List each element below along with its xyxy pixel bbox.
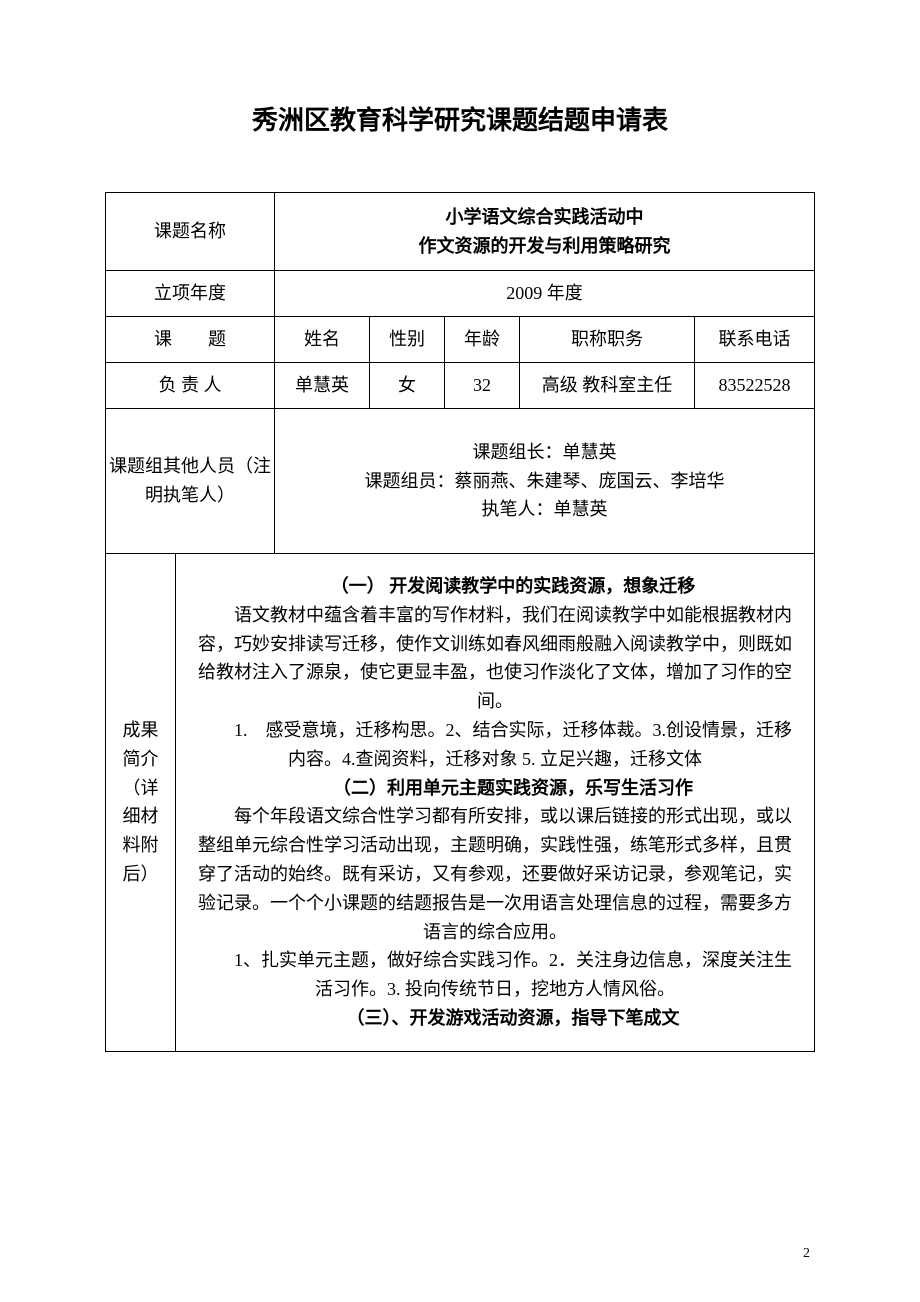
label-leader-2: 负 责 人 <box>106 363 275 409</box>
summary-s1-p1: 语文教材中蕴含着丰富的写作材料，我们在阅读教学中如能根据教材内容，巧妙安排读写迁… <box>192 601 798 716</box>
summary-s1-title: （一） 开发阅读教学中的实践资源，想象迁移 <box>192 572 798 601</box>
value-leader-name: 单慧英 <box>275 363 370 409</box>
value-topic-name: 小学语文综合实践活动中 作文资源的开发与利用策略研究 <box>275 193 815 271</box>
value-summary: （一） 开发阅读教学中的实践资源，想象迁移 语文教材中蕴含着丰富的写作材料，我们… <box>176 554 815 1052</box>
value-leader-age: 32 <box>445 363 520 409</box>
summary-s2-p1: 每个年段语文综合性学习都有所安排，或以课后链接的形式出现，或以整组单元综合性学习… <box>192 802 798 946</box>
value-leader-phone: 83522528 <box>695 363 815 409</box>
header-name: 姓名 <box>275 317 370 363</box>
header-phone: 联系电话 <box>695 317 815 363</box>
row-leader-values: 负 责 人 单慧英 女 32 高级 教科室主任 83522528 <box>106 363 815 409</box>
label-other-members: 课题组其他人员（注明执笔人） <box>106 409 275 554</box>
summary-s2-p2: 1、扎实单元主题，做好综合实践习作。2．关注身边信息，深度关注生活习作。3. 投… <box>192 946 798 1004</box>
members-writer: 执笔人：单慧英 <box>287 495 802 524</box>
row-topic-name: 课题名称 小学语文综合实践活动中 作文资源的开发与利用策略研究 <box>106 193 815 271</box>
row-summary: 成果简介（详细材料附后） （一） 开发阅读教学中的实践资源，想象迁移 语文教材中… <box>106 554 815 1052</box>
members-list: 课题组员：蔡丽燕、朱建琴、庞国云、李培华 <box>287 467 802 496</box>
value-other-members: 课题组长：单慧英 课题组员：蔡丽燕、朱建琴、庞国云、李培华 执笔人：单慧英 <box>275 409 815 554</box>
label-topic-name: 课题名称 <box>106 193 275 271</box>
value-approval-year: 2009 年度 <box>275 271 815 317</box>
label-leader-1: 课 题 <box>106 317 275 363</box>
label-approval-year: 立项年度 <box>106 271 275 317</box>
summary-s3-title: （三）、开发游戏活动资源，指导下笔成文 <box>192 1004 798 1033</box>
value-leader-title: 高级 教科室主任 <box>520 363 695 409</box>
row-members: 课题组其他人员（注明执笔人） 课题组长：单慧英 课题组员：蔡丽燕、朱建琴、庞国云… <box>106 409 815 554</box>
summary-s2-title: （二）利用单元主题实践资源，乐写生活习作 <box>192 774 798 803</box>
header-title-position: 职称职务 <box>520 317 695 363</box>
members-leader: 课题组长：单慧英 <box>287 438 802 467</box>
header-age: 年龄 <box>445 317 520 363</box>
value-leader-gender: 女 <box>370 363 445 409</box>
summary-s1-p2: 1. 感受意境，迁移构思。2、结合实际，迁移体裁。3.创设情景，迁移内容。4.查… <box>192 716 798 774</box>
row-leader-header: 课 题 姓名 性别 年龄 职称职务 联系电话 <box>106 317 815 363</box>
topic-name-line2: 作文资源的开发与利用策略研究 <box>275 232 814 261</box>
row-approval-year: 立项年度 2009 年度 <box>106 271 815 317</box>
application-form-table: 课题名称 小学语文综合实践活动中 作文资源的开发与利用策略研究 立项年度 200… <box>105 192 815 1052</box>
topic-name-line1: 小学语文综合实践活动中 <box>275 203 814 232</box>
header-gender: 性别 <box>370 317 445 363</box>
page-number: 2 <box>803 1246 810 1262</box>
label-summary: 成果简介（详细材料附后） <box>106 554 176 1052</box>
page-title: 秀洲区教育科学研究课题结题申请表 <box>105 100 815 137</box>
